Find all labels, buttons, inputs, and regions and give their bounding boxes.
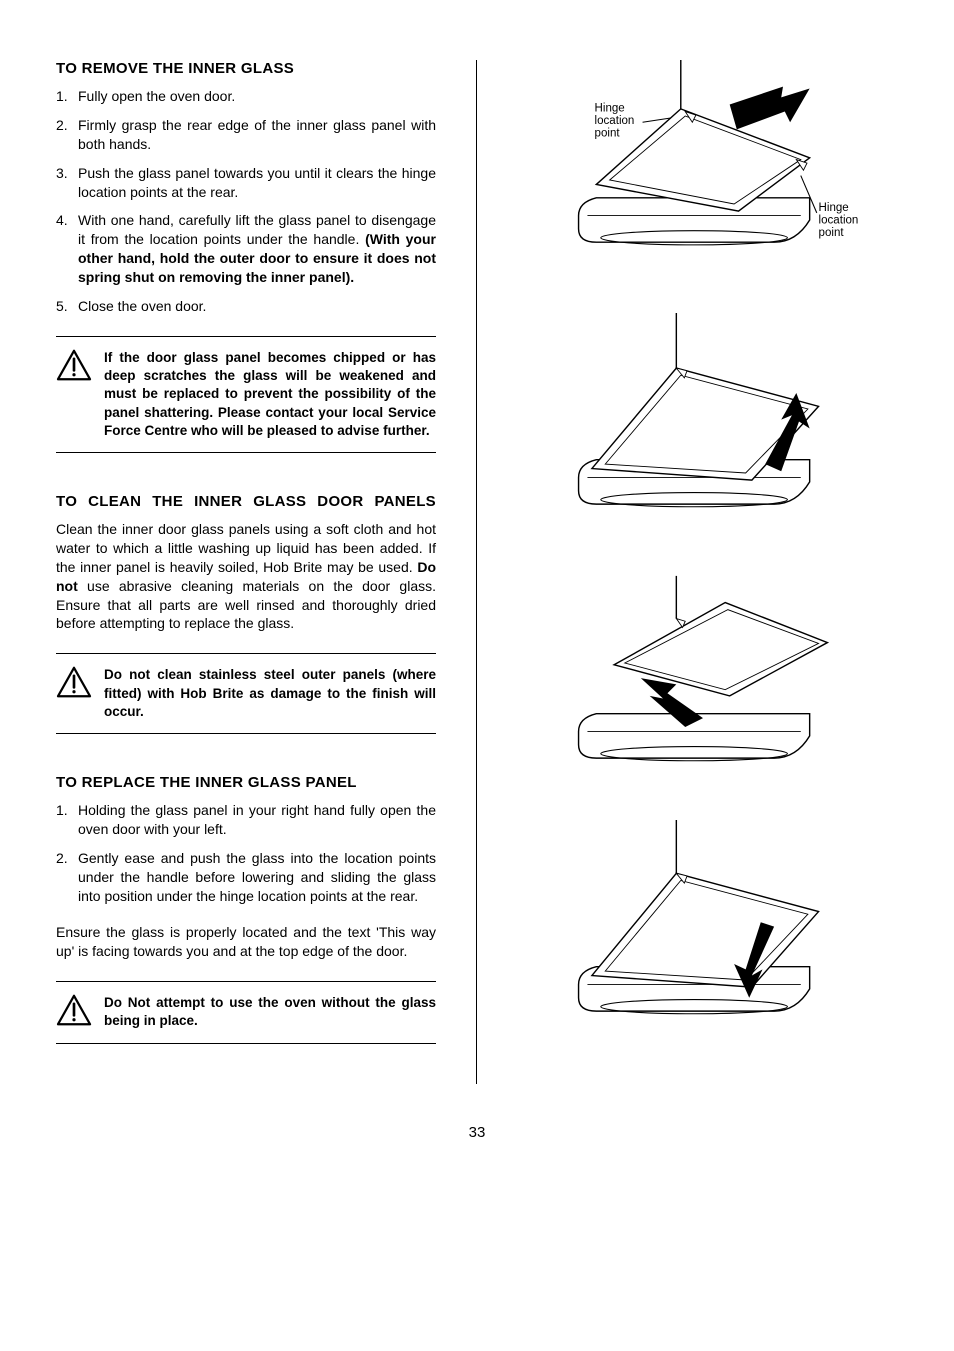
svg-text:Hinge: Hinge <box>818 202 848 214</box>
left-column: TO REMOVE THE INNER GLASS Fully open the… <box>56 60 436 1084</box>
warning-text: Do Not attempt to use the oven without t… <box>104 994 436 1030</box>
list-item: Firmly grasp the rear edge of the inner … <box>56 116 436 154</box>
svg-text:location: location <box>594 115 634 127</box>
list-item: Close the oven door. <box>56 297 436 316</box>
page-number: 33 <box>56 1124 898 1141</box>
list-item: Gently ease and push the glass into the … <box>56 849 436 906</box>
heading-clean: TO CLEAN THE INNER GLASS DOOR PANELS <box>56 493 436 510</box>
diagram-replace-step1 <box>543 567 863 780</box>
list-item: Holding the glass panel in your right ha… <box>56 801 436 839</box>
remove-steps: Fully open the oven door. Firmly grasp t… <box>56 87 436 316</box>
replace-note: Ensure the glass is properly located and… <box>56 923 436 961</box>
warning-text: Do not clean stainless steel outer panel… <box>104 666 436 721</box>
warning-box-3: Do Not attempt to use the oven without t… <box>56 981 436 1043</box>
warning-box-2: Do not clean stainless steel outer panel… <box>56 653 436 734</box>
svg-text:point: point <box>818 227 844 239</box>
clean-body: Clean the inner door glass panels using … <box>56 520 436 633</box>
warning-icon <box>56 349 92 384</box>
warning-icon <box>56 994 92 1029</box>
heading-remove: TO REMOVE THE INNER GLASS <box>56 60 436 77</box>
warning-box-1: If the door glass panel becomes chipped … <box>56 336 436 453</box>
svg-text:location: location <box>818 215 858 227</box>
list-item: Push the glass panel towards you until i… <box>56 164 436 202</box>
clean-before: Clean the inner door glass panels using … <box>56 521 436 575</box>
list-item: Fully open the oven door. <box>56 87 436 106</box>
warning-text: If the door glass panel becomes chipped … <box>104 349 436 440</box>
page-content: TO REMOVE THE INNER GLASS Fully open the… <box>56 60 898 1084</box>
diagram-remove-step2 <box>543 313 863 526</box>
diagram-remove-step1: Hinge location point Hinge location poin… <box>543 60 863 273</box>
svg-text:Hinge: Hinge <box>594 103 624 115</box>
heading-replace: TO REPLACE THE INNER GLASS PANEL <box>56 774 436 791</box>
warning-icon <box>56 666 92 701</box>
right-column: Hinge location point Hinge location poin… <box>476 60 898 1084</box>
replace-steps: Holding the glass panel in your right ha… <box>56 801 436 905</box>
svg-text:point: point <box>594 127 620 139</box>
list-item: With one hand, carefully lift the glass … <box>56 211 436 287</box>
clean-after: use abrasive cleaning materials on the d… <box>56 578 436 632</box>
diagram-replace-step2 <box>543 820 863 1033</box>
